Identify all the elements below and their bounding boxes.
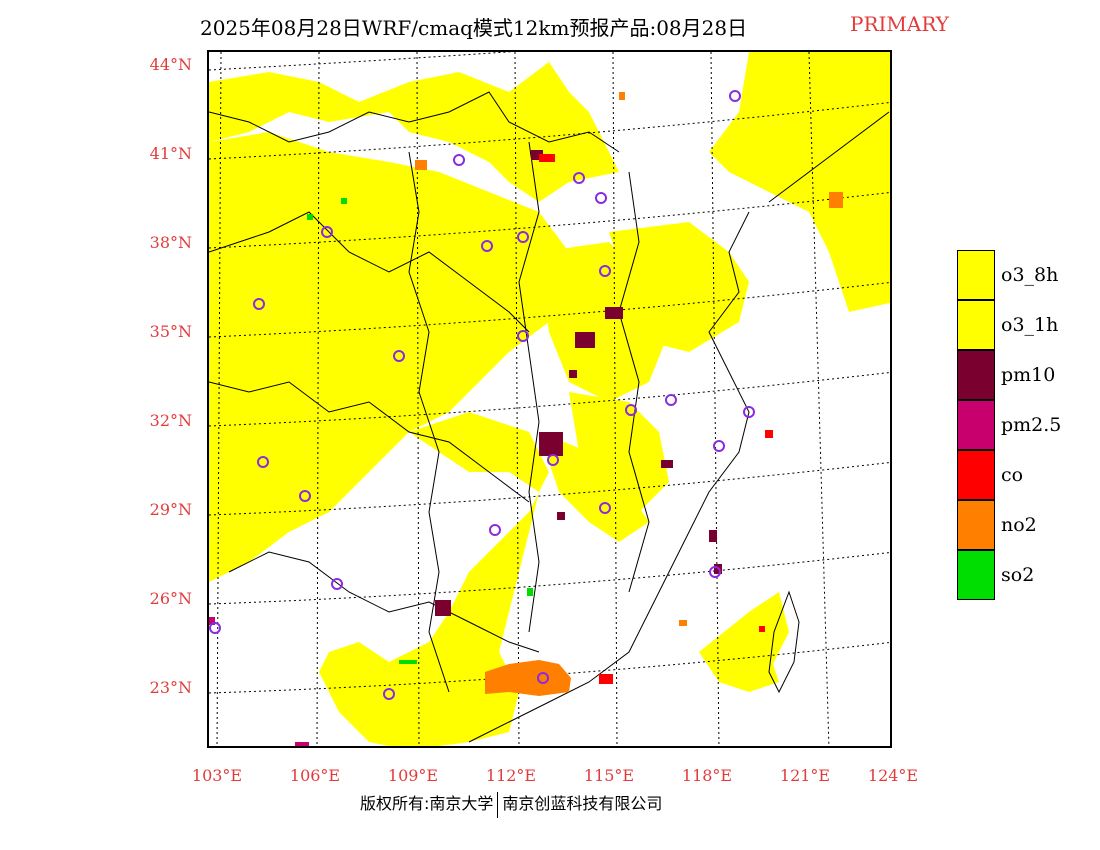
lat-label: 32°N <box>149 411 192 430</box>
no2-patches <box>415 92 843 696</box>
station-markers <box>209 90 755 700</box>
lon-label: 103°E <box>191 766 243 785</box>
lat-label: 29°N <box>149 500 192 519</box>
legend-label: co <box>1001 464 1024 486</box>
legend-label: o3_1h <box>1001 314 1059 336</box>
primary-tag: PRIMARY <box>850 12 949 36</box>
legend-swatch-pm25 <box>957 400 995 450</box>
map-canvas <box>209 52 890 746</box>
lon-label: 118°E <box>681 766 733 785</box>
footer: 版权所有:南京大学 南京创蓝科技有限公司 <box>360 790 662 818</box>
copyright-right: 南京创蓝科技有限公司 <box>502 794 663 813</box>
legend-item: so2 <box>957 550 1097 600</box>
lon-label: 109°E <box>387 766 439 785</box>
legend-item: o3_8h <box>957 250 1097 300</box>
map-title: 2025年08月28日WRF/cmaq模式12km预报产品:08月28日 <box>200 16 748 40</box>
so2-patches <box>307 198 533 664</box>
legend-label: o3_8h <box>1001 264 1059 286</box>
legend-swatch-o3-8h <box>957 250 995 300</box>
legend-label: no2 <box>1001 514 1037 536</box>
legend-label: pm10 <box>1001 364 1056 386</box>
legend-item: pm10 <box>957 350 1097 400</box>
lat-label: 26°N <box>149 589 192 608</box>
map-panel <box>207 50 892 748</box>
legend-swatch-pm10 <box>957 350 995 400</box>
lat-label: 41°N <box>149 144 192 163</box>
co-patches <box>539 154 773 684</box>
lat-label: 38°N <box>149 233 192 252</box>
legend-item: pm2.5 <box>957 400 1097 450</box>
legend-swatch-o3-1h <box>957 300 995 350</box>
lon-label: 124°E <box>867 766 919 785</box>
legend-item: no2 <box>957 500 1097 550</box>
lat-label: 44°N <box>149 55 192 74</box>
legend-item: o3_1h <box>957 300 1097 350</box>
legend-item: co <box>957 450 1097 500</box>
footer-separator <box>497 791 499 818</box>
lon-label: 115°E <box>583 766 635 785</box>
legend-swatch-no2 <box>957 500 995 550</box>
legend-label: pm2.5 <box>1001 414 1062 436</box>
lat-label: 35°N <box>149 322 192 341</box>
lon-label: 121°E <box>779 766 831 785</box>
lon-label: 112°E <box>485 766 537 785</box>
lon-label: 106°E <box>289 766 341 785</box>
copyright-left: 版权所有:南京大学 <box>360 794 494 813</box>
legend-swatch-so2 <box>957 550 995 600</box>
legend-label: so2 <box>1001 564 1035 586</box>
lat-label: 23°N <box>149 678 192 697</box>
legend: o3_8h o3_1h pm10 pm2.5 co no2 so2 <box>957 250 1097 600</box>
legend-swatch-co <box>957 450 995 500</box>
pm25-patches <box>209 617 309 746</box>
